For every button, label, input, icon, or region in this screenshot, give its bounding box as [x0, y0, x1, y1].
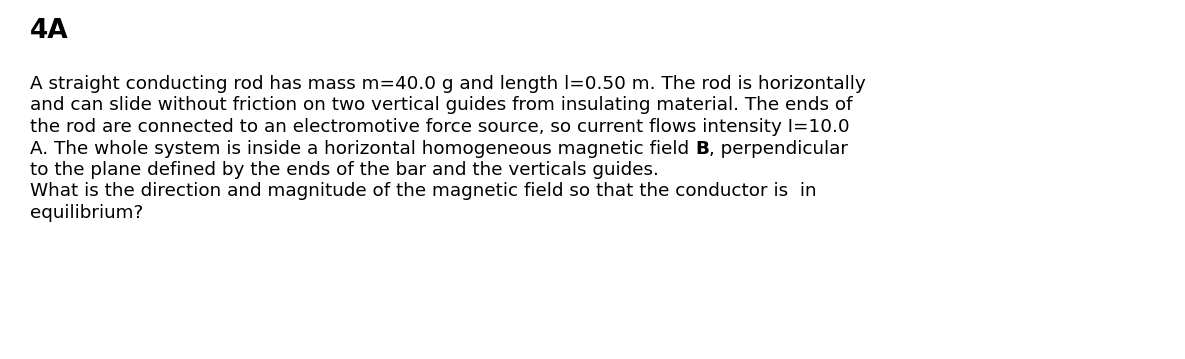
Text: , perpendicular: , perpendicular [709, 140, 848, 158]
Text: equilibrium?: equilibrium? [30, 204, 143, 222]
Text: the rod are connected to an electromotive force source, so current flows intensi: the rod are connected to an electromotiv… [30, 118, 850, 136]
Text: and can slide without friction on two vertical guides from insulating material. : and can slide without friction on two ve… [30, 97, 852, 115]
Text: to the plane defined by the ends of the bar and the verticals guides.: to the plane defined by the ends of the … [30, 161, 659, 179]
Text: A straight conducting rod has mass m=40.0 g and length l=0.50 m. The rod is hori: A straight conducting rod has mass m=40.… [30, 75, 866, 93]
Text: B: B [694, 140, 709, 158]
Text: What is the direction and magnitude of the magnetic field so that the conductor : What is the direction and magnitude of t… [30, 182, 816, 200]
Text: 4A: 4A [30, 18, 69, 44]
Text: A. The whole system is inside a horizontal homogeneous magnetic field: A. The whole system is inside a horizont… [30, 140, 694, 158]
